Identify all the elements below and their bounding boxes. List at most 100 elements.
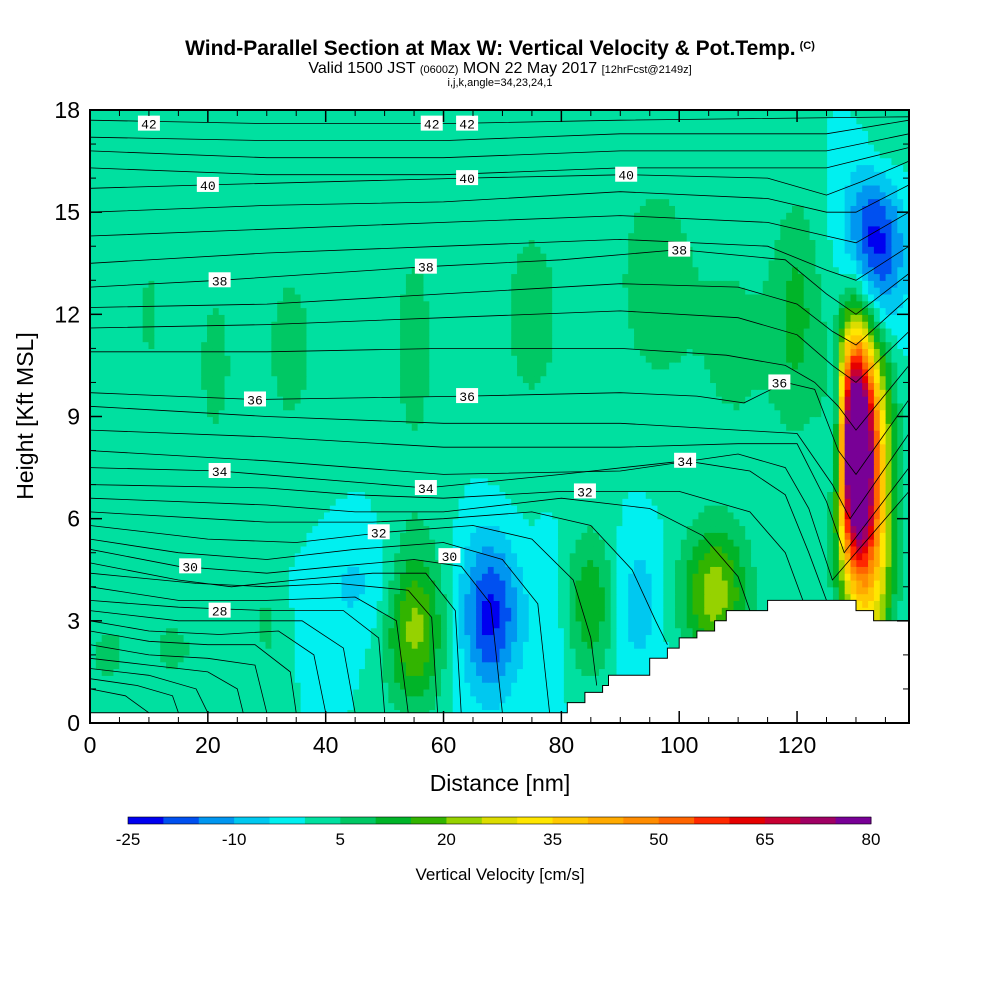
velocity-cell xyxy=(171,518,179,527)
velocity-cell xyxy=(353,539,360,547)
velocity-cell xyxy=(265,586,272,595)
velocity-cell xyxy=(388,620,395,629)
velocity-cell xyxy=(879,491,887,499)
velocity-cell xyxy=(587,641,594,649)
velocity-cell xyxy=(441,688,448,697)
velocity-cell xyxy=(259,682,267,690)
velocity-cell xyxy=(844,579,852,588)
velocity-cell xyxy=(435,675,442,683)
velocity-cell xyxy=(628,498,635,506)
velocity-cell xyxy=(663,573,670,581)
velocity-cell xyxy=(224,620,231,629)
velocity-cell xyxy=(511,607,518,615)
velocity-cell xyxy=(897,511,904,520)
velocity-cell xyxy=(546,491,553,499)
velocity-cell xyxy=(745,525,752,533)
velocity-cell xyxy=(166,566,173,574)
velocity-cell xyxy=(593,532,600,540)
velocity-cell xyxy=(481,505,489,513)
velocity-cell xyxy=(324,648,331,656)
velocity-cell xyxy=(534,654,542,663)
velocity-cell xyxy=(792,586,799,595)
velocity-cell xyxy=(815,518,822,527)
velocity-cell xyxy=(230,552,237,561)
velocity-cell xyxy=(171,695,179,704)
velocity-cell xyxy=(680,593,688,601)
velocity-cell xyxy=(792,484,799,493)
velocity-cell xyxy=(739,518,746,527)
velocity-cell xyxy=(335,654,343,663)
velocity-cell xyxy=(441,477,448,486)
velocity-cell xyxy=(651,634,659,642)
velocity-cell xyxy=(499,518,506,527)
velocity-cell xyxy=(405,688,413,697)
velocity-cell xyxy=(411,566,419,574)
velocity-cell xyxy=(587,532,594,540)
velocity-cell xyxy=(856,593,863,601)
velocity-cell xyxy=(247,695,255,704)
velocity-cell xyxy=(236,559,243,567)
velocity-cell xyxy=(505,627,512,636)
velocity-cell xyxy=(534,586,542,595)
velocity-cell xyxy=(359,511,366,520)
velocity-cell xyxy=(288,648,296,656)
velocity-cell xyxy=(903,593,910,601)
velocity-cell xyxy=(101,552,109,561)
velocity-cell xyxy=(277,573,284,581)
velocity-cell xyxy=(868,491,875,499)
velocity-cell xyxy=(324,505,331,513)
velocity-cell xyxy=(868,505,875,513)
velocity-cell xyxy=(499,511,506,520)
velocity-cell xyxy=(224,532,231,540)
velocity-cell xyxy=(534,627,542,636)
velocity-cell xyxy=(183,627,191,636)
velocity-cell xyxy=(212,559,220,567)
velocity-cell xyxy=(435,634,442,642)
velocity-cell xyxy=(522,688,530,697)
velocity-cell xyxy=(119,661,126,670)
velocity-cell xyxy=(669,586,676,595)
velocity-cell xyxy=(476,518,483,527)
velocity-cell xyxy=(236,654,243,663)
velocity-cell xyxy=(663,600,670,608)
velocity-cell xyxy=(335,511,343,520)
velocity-cell xyxy=(622,579,629,588)
velocity-cell xyxy=(528,545,536,554)
velocity-cell xyxy=(499,477,506,486)
velocity-cell xyxy=(113,593,120,601)
velocity-cell xyxy=(95,648,103,656)
velocity-cell xyxy=(552,511,559,520)
velocity-cell xyxy=(148,688,155,697)
velocity-cell xyxy=(242,702,249,710)
velocity-cell xyxy=(212,614,220,622)
velocity-cell xyxy=(879,559,887,567)
velocity-cell xyxy=(353,641,360,649)
velocity-cell xyxy=(300,573,308,581)
velocity-cell xyxy=(136,477,144,486)
velocity-cell xyxy=(411,593,419,601)
velocity-cell xyxy=(306,654,313,663)
velocity-cell xyxy=(692,484,699,493)
velocity-cell xyxy=(136,648,144,656)
velocity-cell xyxy=(850,566,857,574)
velocity-cell xyxy=(651,505,659,513)
velocity-cell xyxy=(189,532,196,540)
velocity-cell xyxy=(125,607,132,615)
velocity-cell xyxy=(563,532,571,540)
velocity-cell xyxy=(160,600,167,608)
velocity-cell xyxy=(265,525,272,533)
velocity-cell xyxy=(511,627,518,636)
velocity-cell xyxy=(160,511,167,520)
velocity-cell xyxy=(218,477,226,486)
velocity-cell xyxy=(201,532,208,540)
velocity-cell xyxy=(171,688,179,697)
velocity-cell xyxy=(201,654,208,663)
velocity-cell xyxy=(569,675,577,683)
velocity-cell xyxy=(341,688,348,697)
velocity-cell xyxy=(294,593,302,601)
velocity-cell xyxy=(715,586,723,595)
velocity-cell xyxy=(171,539,179,547)
velocity-cell xyxy=(522,627,530,636)
velocity-cell xyxy=(692,518,699,527)
velocity-cell xyxy=(727,491,735,499)
